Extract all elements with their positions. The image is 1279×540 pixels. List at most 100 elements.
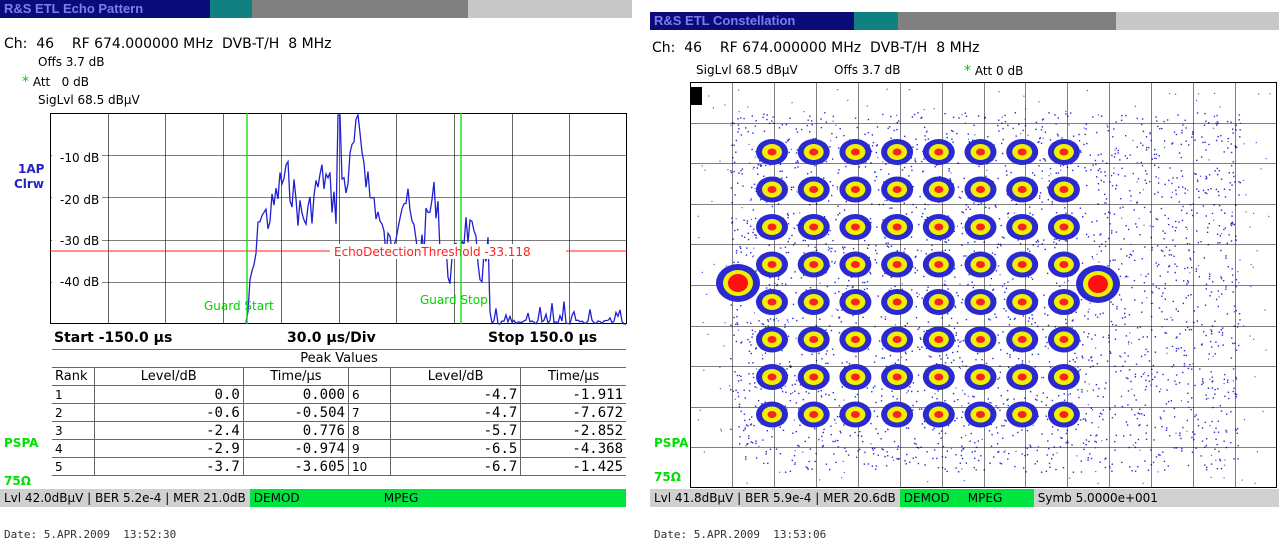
level-cell: -4.7 — [389, 385, 522, 404]
scatter-dot — [1141, 311, 1143, 313]
scatter-dot — [835, 439, 837, 441]
screenshot-date: Date: 5.APR.2009 13:53:06 — [654, 528, 827, 540]
scatter-dot — [849, 435, 851, 437]
scatter-dot — [1041, 243, 1043, 245]
scatter-dot — [1106, 216, 1109, 219]
scatter-dot — [828, 394, 830, 396]
scatter-dot — [815, 452, 817, 455]
scatter-dot — [785, 391, 787, 393]
scatter-dot — [1051, 399, 1054, 402]
scatter-dot — [1158, 263, 1160, 266]
scatter-dot — [1039, 192, 1042, 194]
scatter-dot — [753, 247, 755, 249]
scatter-dot — [811, 468, 813, 470]
scatter-dot — [1034, 463, 1036, 465]
scatter-dot — [1231, 274, 1234, 276]
scatter-dot — [838, 169, 840, 171]
scatter-dot — [918, 223, 920, 226]
scatter-dot — [946, 133, 948, 135]
scatter-dot — [1077, 389, 1079, 391]
scatter-dot — [875, 245, 877, 247]
scatter-dot — [1146, 173, 1148, 175]
scatter-dot — [759, 164, 761, 166]
scatter-dot — [1211, 325, 1214, 327]
time-cell: 0.000 — [242, 385, 349, 404]
scatter-dot — [1237, 458, 1239, 460]
scatter-dot — [965, 318, 968, 321]
scatter-dot — [1230, 224, 1233, 227]
scatter-dot — [908, 175, 910, 177]
scatter-dot — [1079, 150, 1082, 152]
scatter-dot — [799, 384, 802, 386]
scatter-dot — [1197, 241, 1199, 244]
scatter-dot — [1137, 412, 1139, 414]
scatter-dot — [763, 175, 765, 177]
scatter-dot — [957, 399, 959, 401]
scatter-dot — [1039, 195, 1041, 197]
scatter-dot — [747, 232, 749, 234]
scatter-dot — [797, 444, 799, 447]
scatter-dot — [699, 409, 701, 411]
scatter-dot — [1227, 137, 1229, 140]
scatter-dot — [1190, 259, 1192, 261]
scatter-dot — [1170, 316, 1172, 319]
scatter-dot — [1196, 188, 1198, 190]
constellation-point-core — [1017, 411, 1027, 418]
scatter-dot — [1112, 303, 1114, 306]
scatter-dot — [1120, 298, 1122, 301]
scatter-dot — [1175, 432, 1177, 434]
scatter-dot — [1165, 429, 1168, 431]
status-ber-text: BER 5.9e-4 — [745, 491, 812, 505]
constellation-point-core — [934, 411, 944, 418]
scatter-dot — [1140, 375, 1143, 378]
scatter-dot — [1022, 467, 1025, 469]
scatter-dot — [776, 283, 779, 286]
scatter-dot — [759, 160, 761, 162]
scatter-dot — [912, 457, 914, 459]
constellation-point-core — [850, 336, 860, 343]
scatter-dot — [1180, 400, 1182, 402]
header-time-2: Time/µs — [520, 367, 626, 386]
scatter-dot — [1187, 294, 1190, 297]
scatter-dot — [752, 168, 754, 170]
scatter-dot — [1046, 341, 1048, 344]
scatter-dot — [1136, 202, 1138, 204]
tick-bg — [52, 191, 102, 207]
scatter-dot — [919, 337, 921, 339]
rank-cell: 1 — [52, 385, 95, 404]
scatter-dot — [837, 172, 839, 174]
scatter-dot — [925, 347, 928, 350]
scatter-dot — [1217, 305, 1219, 308]
scatter-dot — [1205, 120, 1207, 122]
scatter-dot — [1216, 233, 1219, 235]
scatter-dot — [1159, 275, 1161, 277]
scatter-dot — [1166, 389, 1168, 391]
scatter-dot — [863, 463, 866, 465]
scatter-dot — [738, 374, 740, 376]
scatter-dot — [1067, 442, 1069, 444]
scatter-dot — [732, 157, 734, 159]
scatter-dot — [703, 369, 705, 371]
scatter-dot — [1227, 379, 1229, 381]
scatter-dot — [967, 395, 969, 397]
scatter-dot — [775, 448, 778, 450]
scatter-dot — [845, 288, 847, 290]
scatter-dot — [1196, 212, 1198, 214]
scatter-dot — [1112, 323, 1114, 326]
scatter-dot — [937, 390, 939, 392]
scatter-dot — [1211, 381, 1213, 383]
scatter-dot — [1238, 181, 1240, 183]
scatter-dot — [745, 458, 747, 460]
scatter-dot — [845, 165, 847, 168]
scatter-dot — [1211, 387, 1214, 389]
scatter-dot — [847, 285, 849, 287]
scatter-dot — [1088, 333, 1090, 335]
scatter-dot — [933, 108, 935, 110]
scatter-dot — [867, 348, 870, 350]
scatter-dot — [790, 393, 792, 395]
scatter-dot — [1223, 378, 1225, 380]
scatter-dot — [836, 186, 839, 188]
scatter-dot — [1175, 337, 1177, 339]
constellation-point-core — [767, 373, 777, 381]
scatter-dot — [1232, 132, 1234, 134]
